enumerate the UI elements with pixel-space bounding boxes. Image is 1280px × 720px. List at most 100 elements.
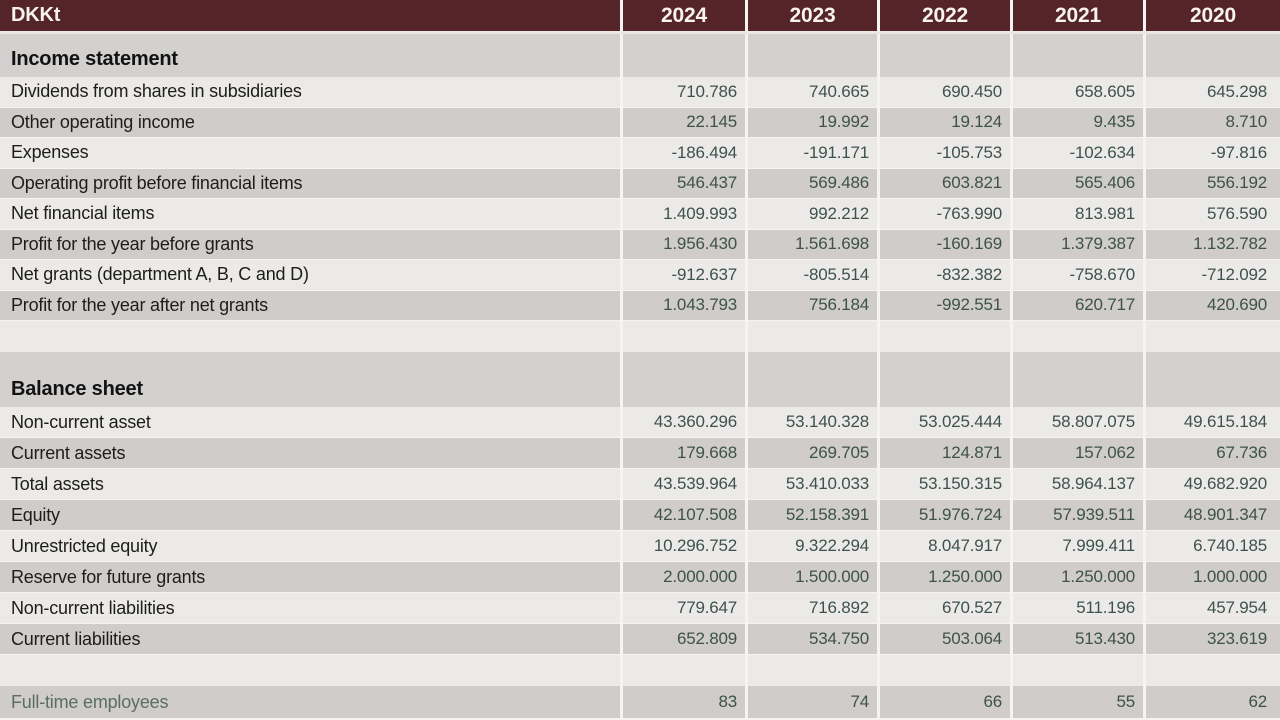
table-row: Non-current asset 43.360.296 53.140.328 … [0,407,1280,438]
value-2021: 1.250.000 [1010,562,1143,592]
table-row: Equity 42.107.508 52.158.391 51.976.724 … [0,500,1280,531]
value-2022: -832.382 [877,260,1010,290]
row-label: Dividends from shares in subsidiaries [11,81,302,102]
value-2022: -105.753 [877,138,1010,168]
value-2023: 534.750 [745,624,877,654]
value-2024: 179.668 [620,438,745,468]
value-2020: -97.816 [1143,138,1280,168]
empty-cell [1143,46,1280,77]
empty-cell [1143,352,1280,375]
value-2024: 22.145 [620,107,745,137]
value-2021: 658.605 [1010,77,1143,107]
value-2024: 43.360.296 [620,407,745,437]
empty-cell [1010,375,1143,407]
empty-cell [745,321,877,352]
value-2023: 269.705 [745,438,877,468]
value-2021: 58.964.137 [1010,469,1143,499]
empty-cell [877,46,1010,77]
value-2023: 1.500.000 [745,562,877,592]
row-label: Non-current asset [11,411,151,432]
empty-cell [620,46,745,77]
empty-cell [0,321,620,352]
value-2024: -186.494 [620,138,745,168]
value-2021: 7.999.411 [1010,531,1143,561]
row-label: Full-time employees [11,691,169,712]
column-header-2024: 2024 [620,0,745,31]
empty-cell [1143,375,1280,407]
value-2020: 1.132.782 [1143,229,1280,259]
value-2024: 83 [620,686,745,718]
table-row: Profit for the year after net grants 1.0… [0,290,1280,321]
value-2022: -160.169 [877,229,1010,259]
value-2021: 513.430 [1010,624,1143,654]
empty-cell [0,34,620,46]
empty-cell [0,352,620,375]
value-2023: 53.410.033 [745,469,877,499]
value-2021: 511.196 [1010,593,1143,623]
value-2020: 6.740.185 [1143,531,1280,561]
value-2022: 503.064 [877,624,1010,654]
value-2021: 55 [1010,686,1143,718]
value-2021: 58.807.075 [1010,407,1143,437]
value-2024: 1.409.993 [620,199,745,229]
empty-cell [745,46,877,77]
empty-cell [745,375,877,407]
table-row: Operating profit before financial items … [0,168,1280,199]
value-2021: 9.435 [1010,107,1143,137]
value-2023: 1.561.698 [745,229,877,259]
value-2022: 53.025.444 [877,407,1010,437]
table-row: Dividends from shares in subsidiaries 71… [0,77,1280,108]
empty-cell [1010,655,1143,686]
value-2020: 67.736 [1143,438,1280,468]
row-label: Profit for the year after net grants [11,294,268,315]
row-label: Unrestricted equity [11,535,158,556]
balance-sheet-section-row: Balance sheet [0,375,1280,407]
value-2021: 565.406 [1010,168,1143,198]
empty-cell [1143,655,1280,686]
value-2022: -763.990 [877,199,1010,229]
value-2020: 49.682.920 [1143,469,1280,499]
row-label: Non-current liabilities [11,597,175,618]
header-divider [0,31,1280,34]
table-row: Net grants (department A, B, C and D) -9… [0,260,1280,291]
value-2023: 9.322.294 [745,531,877,561]
empty-cell [620,34,745,46]
value-2024: 2.000.000 [620,562,745,592]
table-row: Reserve for future grants 2.000.000 1.50… [0,562,1280,593]
empty-cell [1143,34,1280,46]
value-2021: 620.717 [1010,290,1143,320]
value-2022: 690.450 [877,77,1010,107]
value-2024: 1.043.793 [620,290,745,320]
value-2023: 52.158.391 [745,500,877,530]
value-2024: 1.956.430 [620,229,745,259]
row-label: Total assets [11,473,104,494]
row-label: Other operating income [11,111,195,132]
value-2020: 49.615.184 [1143,407,1280,437]
empty-cell [745,655,877,686]
empty-cell [1010,321,1143,352]
value-2020: 1.000.000 [1143,562,1280,592]
value-2022: 603.821 [877,168,1010,198]
table-row: Other operating income 22.145 19.992 19.… [0,107,1280,138]
spacer-row [0,352,1280,375]
value-2020: -712.092 [1143,260,1280,290]
value-2023: 19.992 [745,107,877,137]
empty-cell [620,375,745,407]
table-row: Non-current liabilities 779.647 716.892 … [0,593,1280,624]
value-2021: 1.379.387 [1010,229,1143,259]
value-2022: 66 [877,686,1010,718]
row-label: Net financial items [11,203,155,224]
table-row: Total assets 43.539.964 53.410.033 53.15… [0,469,1280,500]
value-2022: 51.976.724 [877,500,1010,530]
row-label: Operating profit before financial items [11,172,303,193]
row-label: Current liabilities [11,628,141,649]
value-2023: 992.212 [745,199,877,229]
value-2020: 48.901.347 [1143,500,1280,530]
empty-cell [620,321,745,352]
column-header-2023: 2023 [745,0,877,31]
empty-cell [877,321,1010,352]
value-2023: 716.892 [745,593,877,623]
value-2021: -758.670 [1010,260,1143,290]
table-row: Current assets 179.668 269.705 124.871 1… [0,438,1280,469]
empty-cell [1010,352,1143,375]
